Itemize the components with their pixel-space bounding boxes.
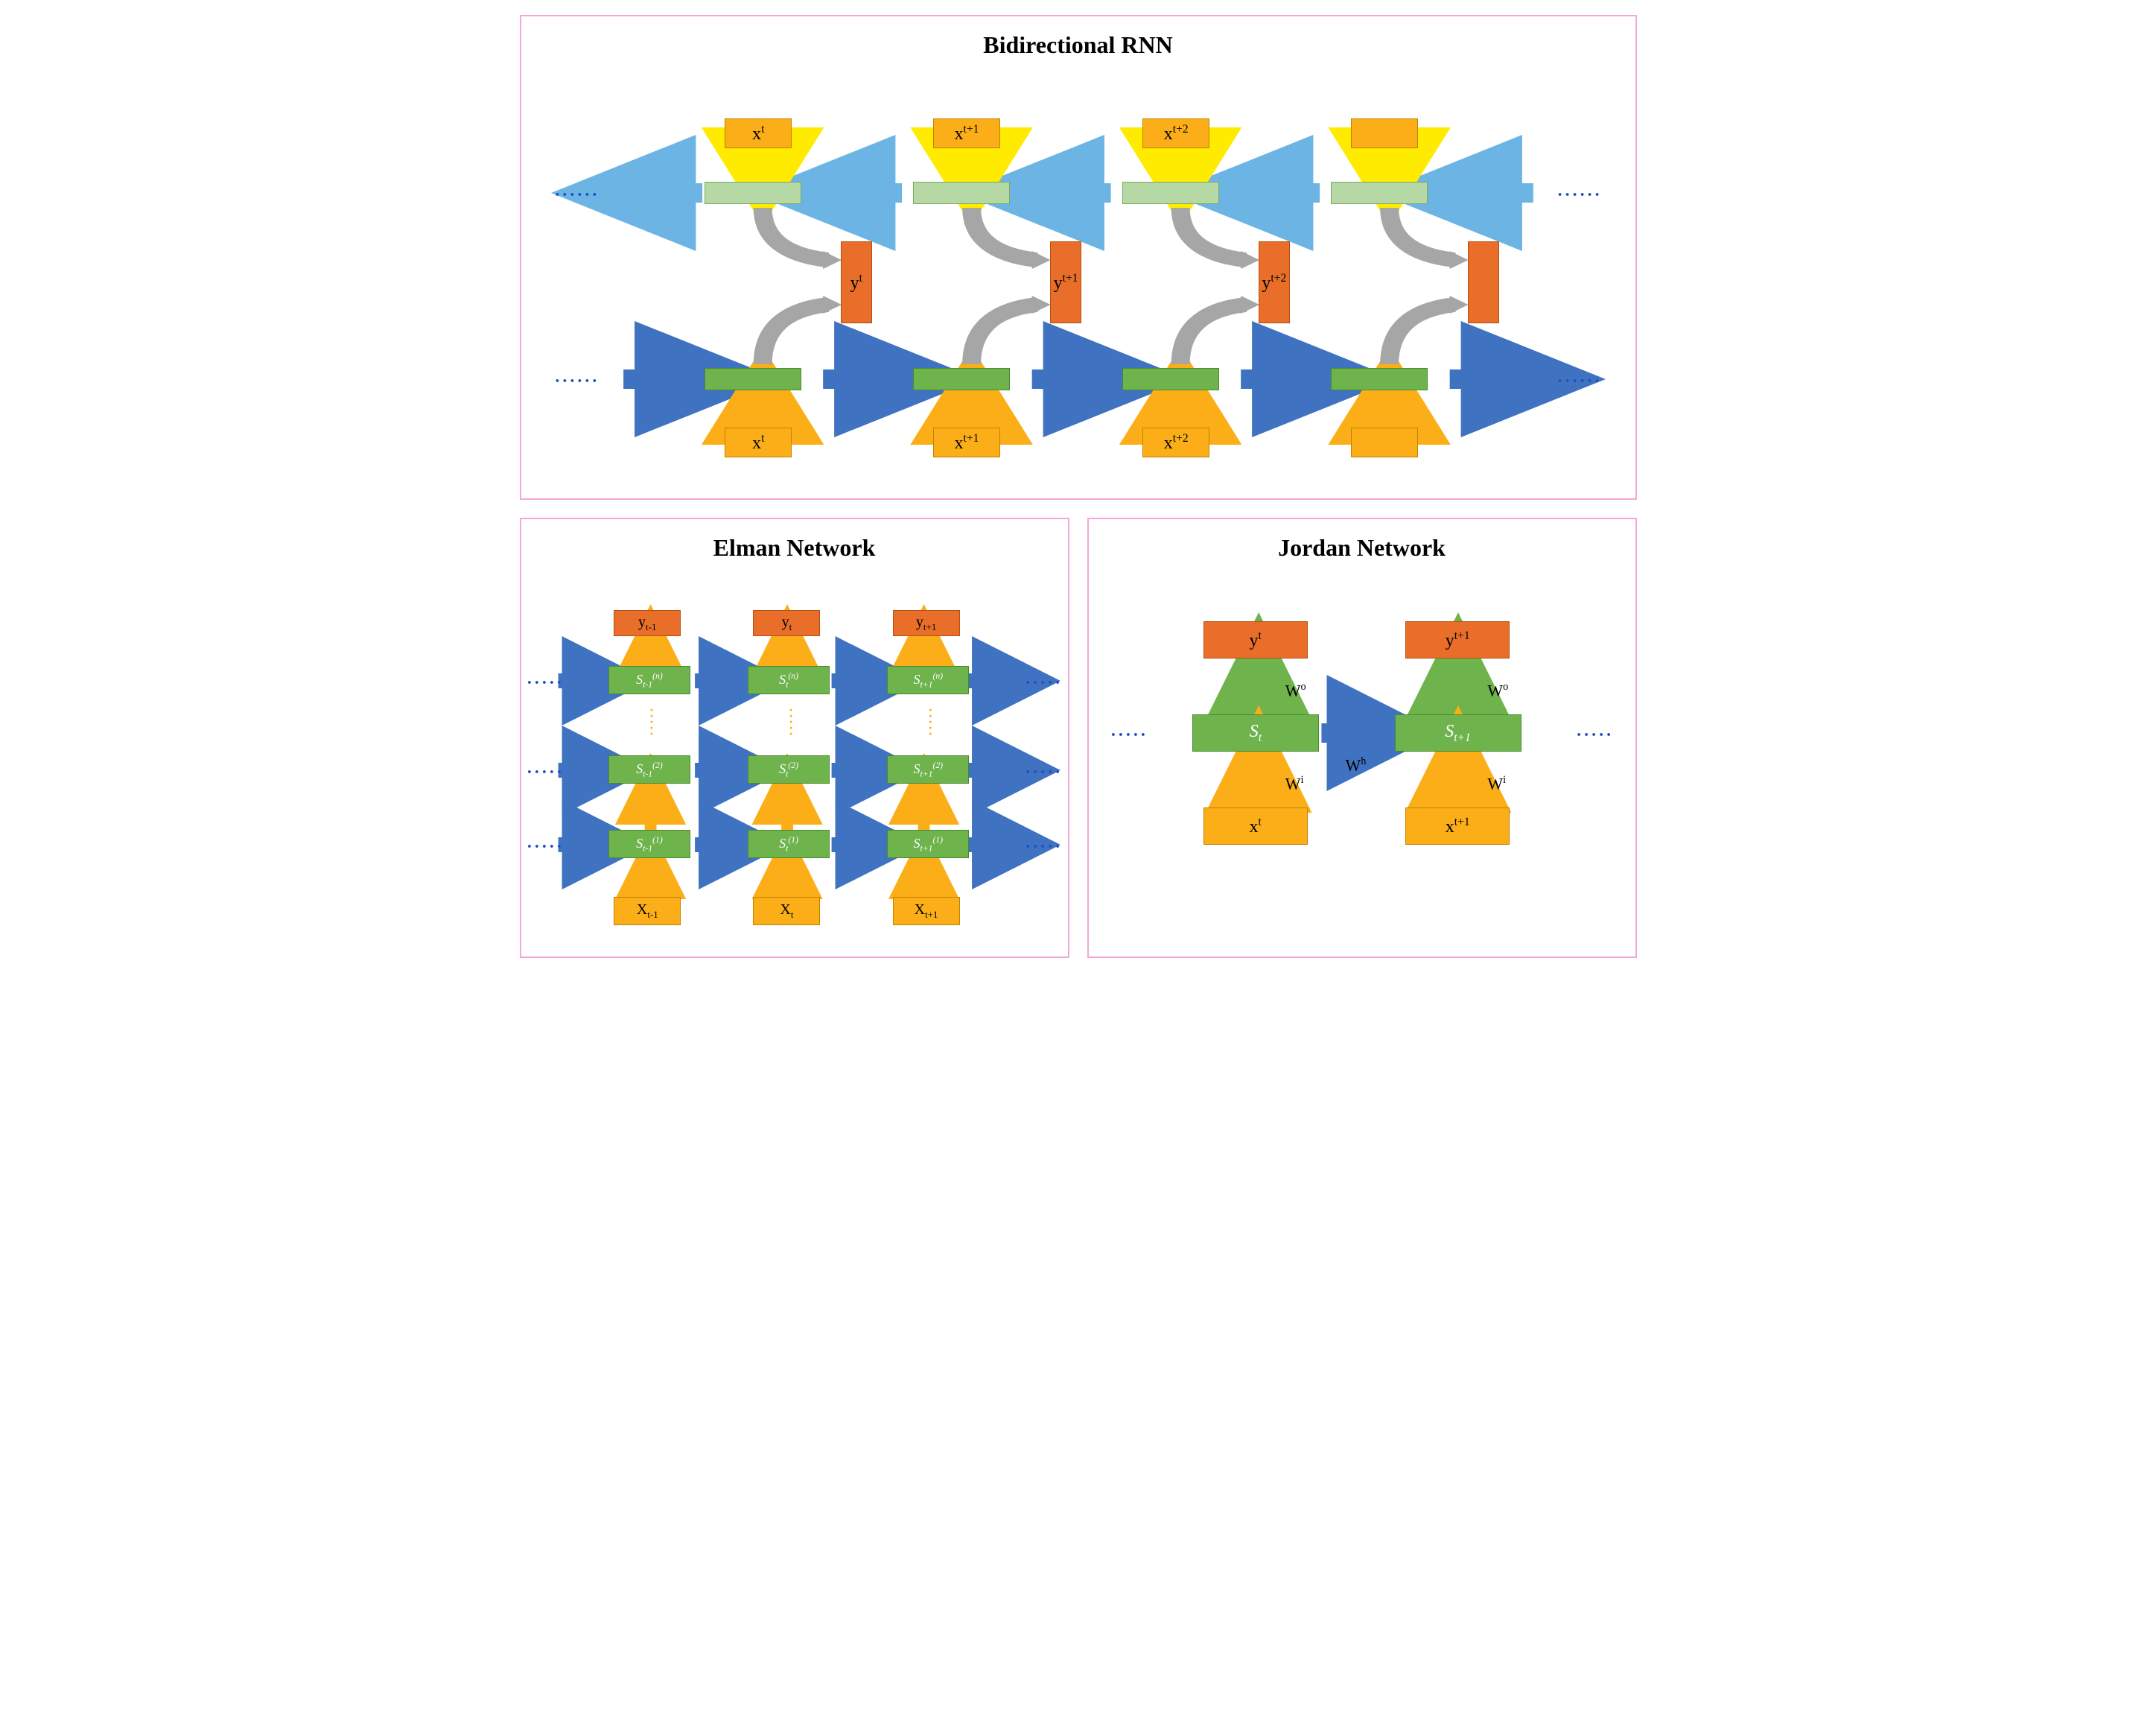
el-dots-r1: ····· [1025, 673, 1062, 694]
arrows-jordan [1089, 569, 1635, 882]
el-2-0: St-1(2) [608, 755, 690, 784]
bi-output-3 [1468, 241, 1499, 323]
el-1-0: St-1(1) [608, 830, 690, 858]
dots-left-top: ······ [554, 185, 599, 206]
el-2-1: St(2) [748, 755, 830, 784]
el-dots-r3: ····· [1025, 837, 1062, 857]
jo-out-0: yt [1203, 621, 1308, 659]
dots-right-bot: ······ [1557, 372, 1602, 392]
title-bidirectional: Bidirectional RNN [521, 31, 1635, 59]
jo-wi-1: Wi [1487, 774, 1506, 793]
bi-bot-input-2: xt+2 [1142, 428, 1209, 457]
jo-in-0: xt [1203, 807, 1308, 845]
bi-backward-0 [705, 182, 801, 204]
dots-right-top: ······ [1557, 185, 1602, 206]
bi-backward-2 [1122, 182, 1219, 204]
bi-backward-3 [1331, 182, 1428, 204]
el-1-1: St(1) [748, 830, 830, 858]
el-vd-0: ····· [649, 707, 654, 737]
dots-left-bot: ······ [554, 372, 599, 392]
bi-forward-0 [705, 368, 801, 390]
el-n-0: St-1(n) [608, 666, 690, 694]
bi-top-input-2: xt+2 [1142, 118, 1209, 148]
el-out-2: yt+1 [893, 610, 960, 636]
bi-forward-3 [1331, 368, 1428, 390]
jo-wh: Wh [1345, 755, 1366, 775]
el-2-2: St+1(2) [887, 755, 969, 784]
el-dots-r2: ····· [1025, 763, 1062, 783]
el-out-1: yt [753, 610, 820, 636]
panel-bidirectional-rnn: Bidirectional RNN [520, 15, 1637, 500]
el-n-2: St+1(n) [887, 666, 969, 694]
el-dots-l2: ····· [527, 763, 564, 783]
title-jordan: Jordan Network [1089, 534, 1635, 562]
el-vd-2: ····· [928, 707, 932, 737]
bi-output-0: yt [841, 241, 872, 323]
jo-wo-0: Wo [1285, 681, 1306, 700]
jo-wi-0: Wi [1285, 774, 1304, 793]
el-in-0: Xt-1 [614, 897, 681, 925]
el-dots-l1: ····· [527, 673, 564, 694]
el-dots-l3: ····· [527, 837, 564, 857]
jo-state-1: St+1 [1395, 714, 1521, 752]
el-1-2: St+1(1) [887, 830, 969, 858]
bi-output-2: yt+2 [1259, 241, 1290, 323]
el-in-1: Xt [753, 897, 820, 925]
jo-state-0: St [1192, 714, 1319, 752]
bi-forward-2 [1122, 368, 1219, 390]
el-in-2: Xt+1 [893, 897, 960, 925]
jo-in-1: xt+1 [1405, 807, 1510, 845]
title-elman: Elman Network [521, 534, 1068, 562]
bi-output-1: yt+1 [1050, 241, 1081, 323]
panel-elman-network: Elman Network ····· ····· ····· ····· [520, 518, 1069, 958]
jo-wo-1: Wo [1487, 681, 1508, 700]
jo-dots-r: ····· [1576, 726, 1613, 746]
bi-top-input-0: xt [725, 118, 792, 148]
jo-dots-l: ····· [1110, 726, 1148, 746]
bi-top-input-1: xt+1 [933, 118, 1000, 148]
bi-forward-1 [913, 368, 1010, 390]
bi-top-input-3 [1351, 118, 1418, 148]
el-n-1: St(n) [748, 666, 830, 694]
bi-bot-input-3 [1351, 428, 1418, 457]
bi-bot-input-0: xt [725, 428, 792, 457]
el-out-0: yt-1 [614, 610, 681, 636]
panel-jordan-network: Jordan Network ····· ····· yt yt+1 St St… [1087, 518, 1637, 958]
jo-out-1: yt+1 [1405, 621, 1510, 659]
bi-bot-input-1: xt+1 [933, 428, 1000, 457]
el-vd-1: ····· [789, 707, 793, 737]
bi-backward-1 [913, 182, 1010, 204]
